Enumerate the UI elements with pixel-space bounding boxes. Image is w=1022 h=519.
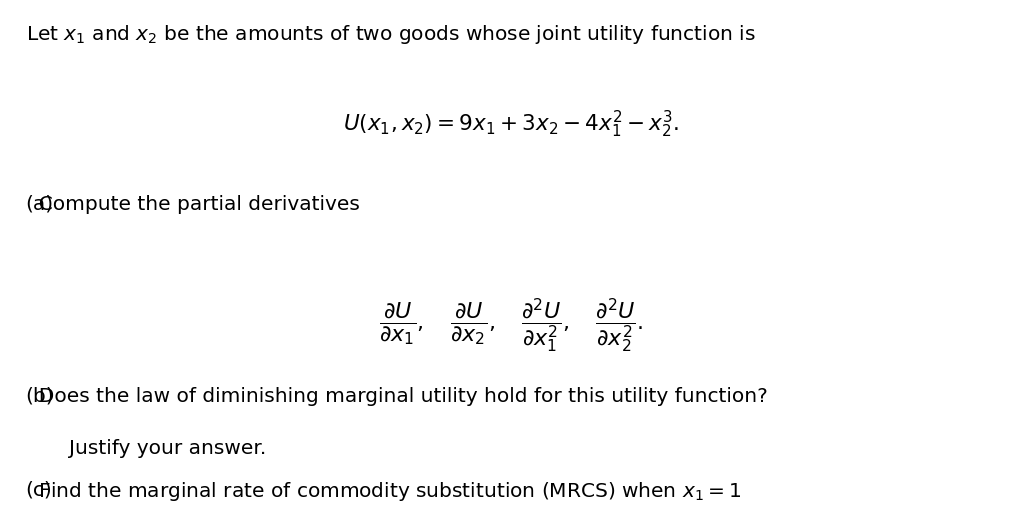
Text: Justify your answer.: Justify your answer.: [69, 439, 267, 458]
Text: $\dfrac{\partial U}{\partial x_1},\quad \dfrac{\partial U}{\partial x_2},\quad \: $\dfrac{\partial U}{\partial x_1},\quad …: [379, 296, 643, 354]
Text: Does the law of diminishing marginal utility hold for this utility function?: Does the law of diminishing marginal uti…: [26, 387, 768, 406]
Text: Compute the partial derivatives: Compute the partial derivatives: [26, 195, 360, 214]
Text: Let $x_1$ and $x_2$ be the amounts of two goods whose joint utility function is: Let $x_1$ and $x_2$ be the amounts of tw…: [26, 23, 755, 46]
Text: (a): (a): [26, 195, 54, 214]
Text: Find the marginal rate of commodity substitution (MRCS) when $x_1 = 1$: Find the marginal rate of commodity subs…: [26, 480, 741, 503]
Text: (b): (b): [26, 387, 54, 406]
Text: $U(x_1, x_2) = 9x_1 + 3x_2 - 4x_1^2 - x_2^3.$: $U(x_1, x_2) = 9x_1 + 3x_2 - 4x_1^2 - x_…: [343, 109, 679, 140]
Text: (c): (c): [26, 480, 52, 499]
